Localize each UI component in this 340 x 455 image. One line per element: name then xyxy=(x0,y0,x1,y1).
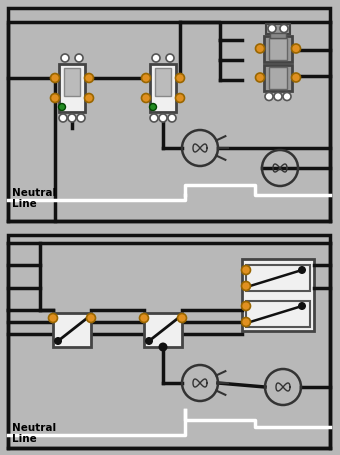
Circle shape xyxy=(150,114,158,122)
Text: Neutral: Neutral xyxy=(12,188,56,198)
Bar xyxy=(53,313,91,347)
Circle shape xyxy=(152,54,160,62)
Bar xyxy=(246,301,310,327)
Circle shape xyxy=(255,44,265,53)
Bar xyxy=(59,64,85,112)
Circle shape xyxy=(85,74,94,82)
Circle shape xyxy=(150,103,156,111)
Bar xyxy=(144,313,182,347)
Bar xyxy=(64,68,80,96)
Circle shape xyxy=(168,114,176,122)
Circle shape xyxy=(141,93,151,102)
Circle shape xyxy=(51,93,59,102)
Circle shape xyxy=(75,54,83,62)
Circle shape xyxy=(175,74,185,82)
Circle shape xyxy=(49,313,57,323)
Bar xyxy=(242,259,314,331)
Bar xyxy=(150,64,176,112)
Bar xyxy=(246,265,310,291)
Circle shape xyxy=(159,114,167,122)
Circle shape xyxy=(145,337,153,345)
Circle shape xyxy=(58,103,66,111)
Circle shape xyxy=(274,92,282,101)
Bar xyxy=(264,35,292,61)
Circle shape xyxy=(241,318,251,327)
Circle shape xyxy=(59,114,67,122)
Circle shape xyxy=(139,313,149,323)
Circle shape xyxy=(241,302,251,310)
Circle shape xyxy=(158,343,168,352)
Bar xyxy=(155,68,171,96)
Circle shape xyxy=(298,266,306,274)
Circle shape xyxy=(61,54,69,62)
Circle shape xyxy=(283,92,291,101)
Circle shape xyxy=(291,44,301,53)
Text: Neutral: Neutral xyxy=(12,423,56,433)
Text: Line: Line xyxy=(12,199,37,209)
Circle shape xyxy=(77,114,85,122)
Circle shape xyxy=(265,92,273,101)
Bar xyxy=(266,24,290,34)
Circle shape xyxy=(255,73,265,82)
Circle shape xyxy=(51,74,59,82)
Bar xyxy=(269,37,287,60)
Circle shape xyxy=(141,74,151,82)
Circle shape xyxy=(241,282,251,290)
Bar xyxy=(269,66,287,89)
Bar xyxy=(264,65,292,91)
Circle shape xyxy=(68,114,76,122)
Text: Line: Line xyxy=(12,434,37,444)
Circle shape xyxy=(166,54,174,62)
Circle shape xyxy=(268,25,276,32)
Bar xyxy=(8,8,330,221)
Bar xyxy=(8,235,330,448)
Circle shape xyxy=(85,93,94,102)
Circle shape xyxy=(86,313,96,323)
Bar xyxy=(270,32,286,37)
Circle shape xyxy=(291,73,301,82)
Circle shape xyxy=(298,302,306,310)
Circle shape xyxy=(175,93,185,102)
Circle shape xyxy=(241,266,251,274)
Circle shape xyxy=(177,313,187,323)
Circle shape xyxy=(54,337,62,345)
Circle shape xyxy=(280,25,288,32)
